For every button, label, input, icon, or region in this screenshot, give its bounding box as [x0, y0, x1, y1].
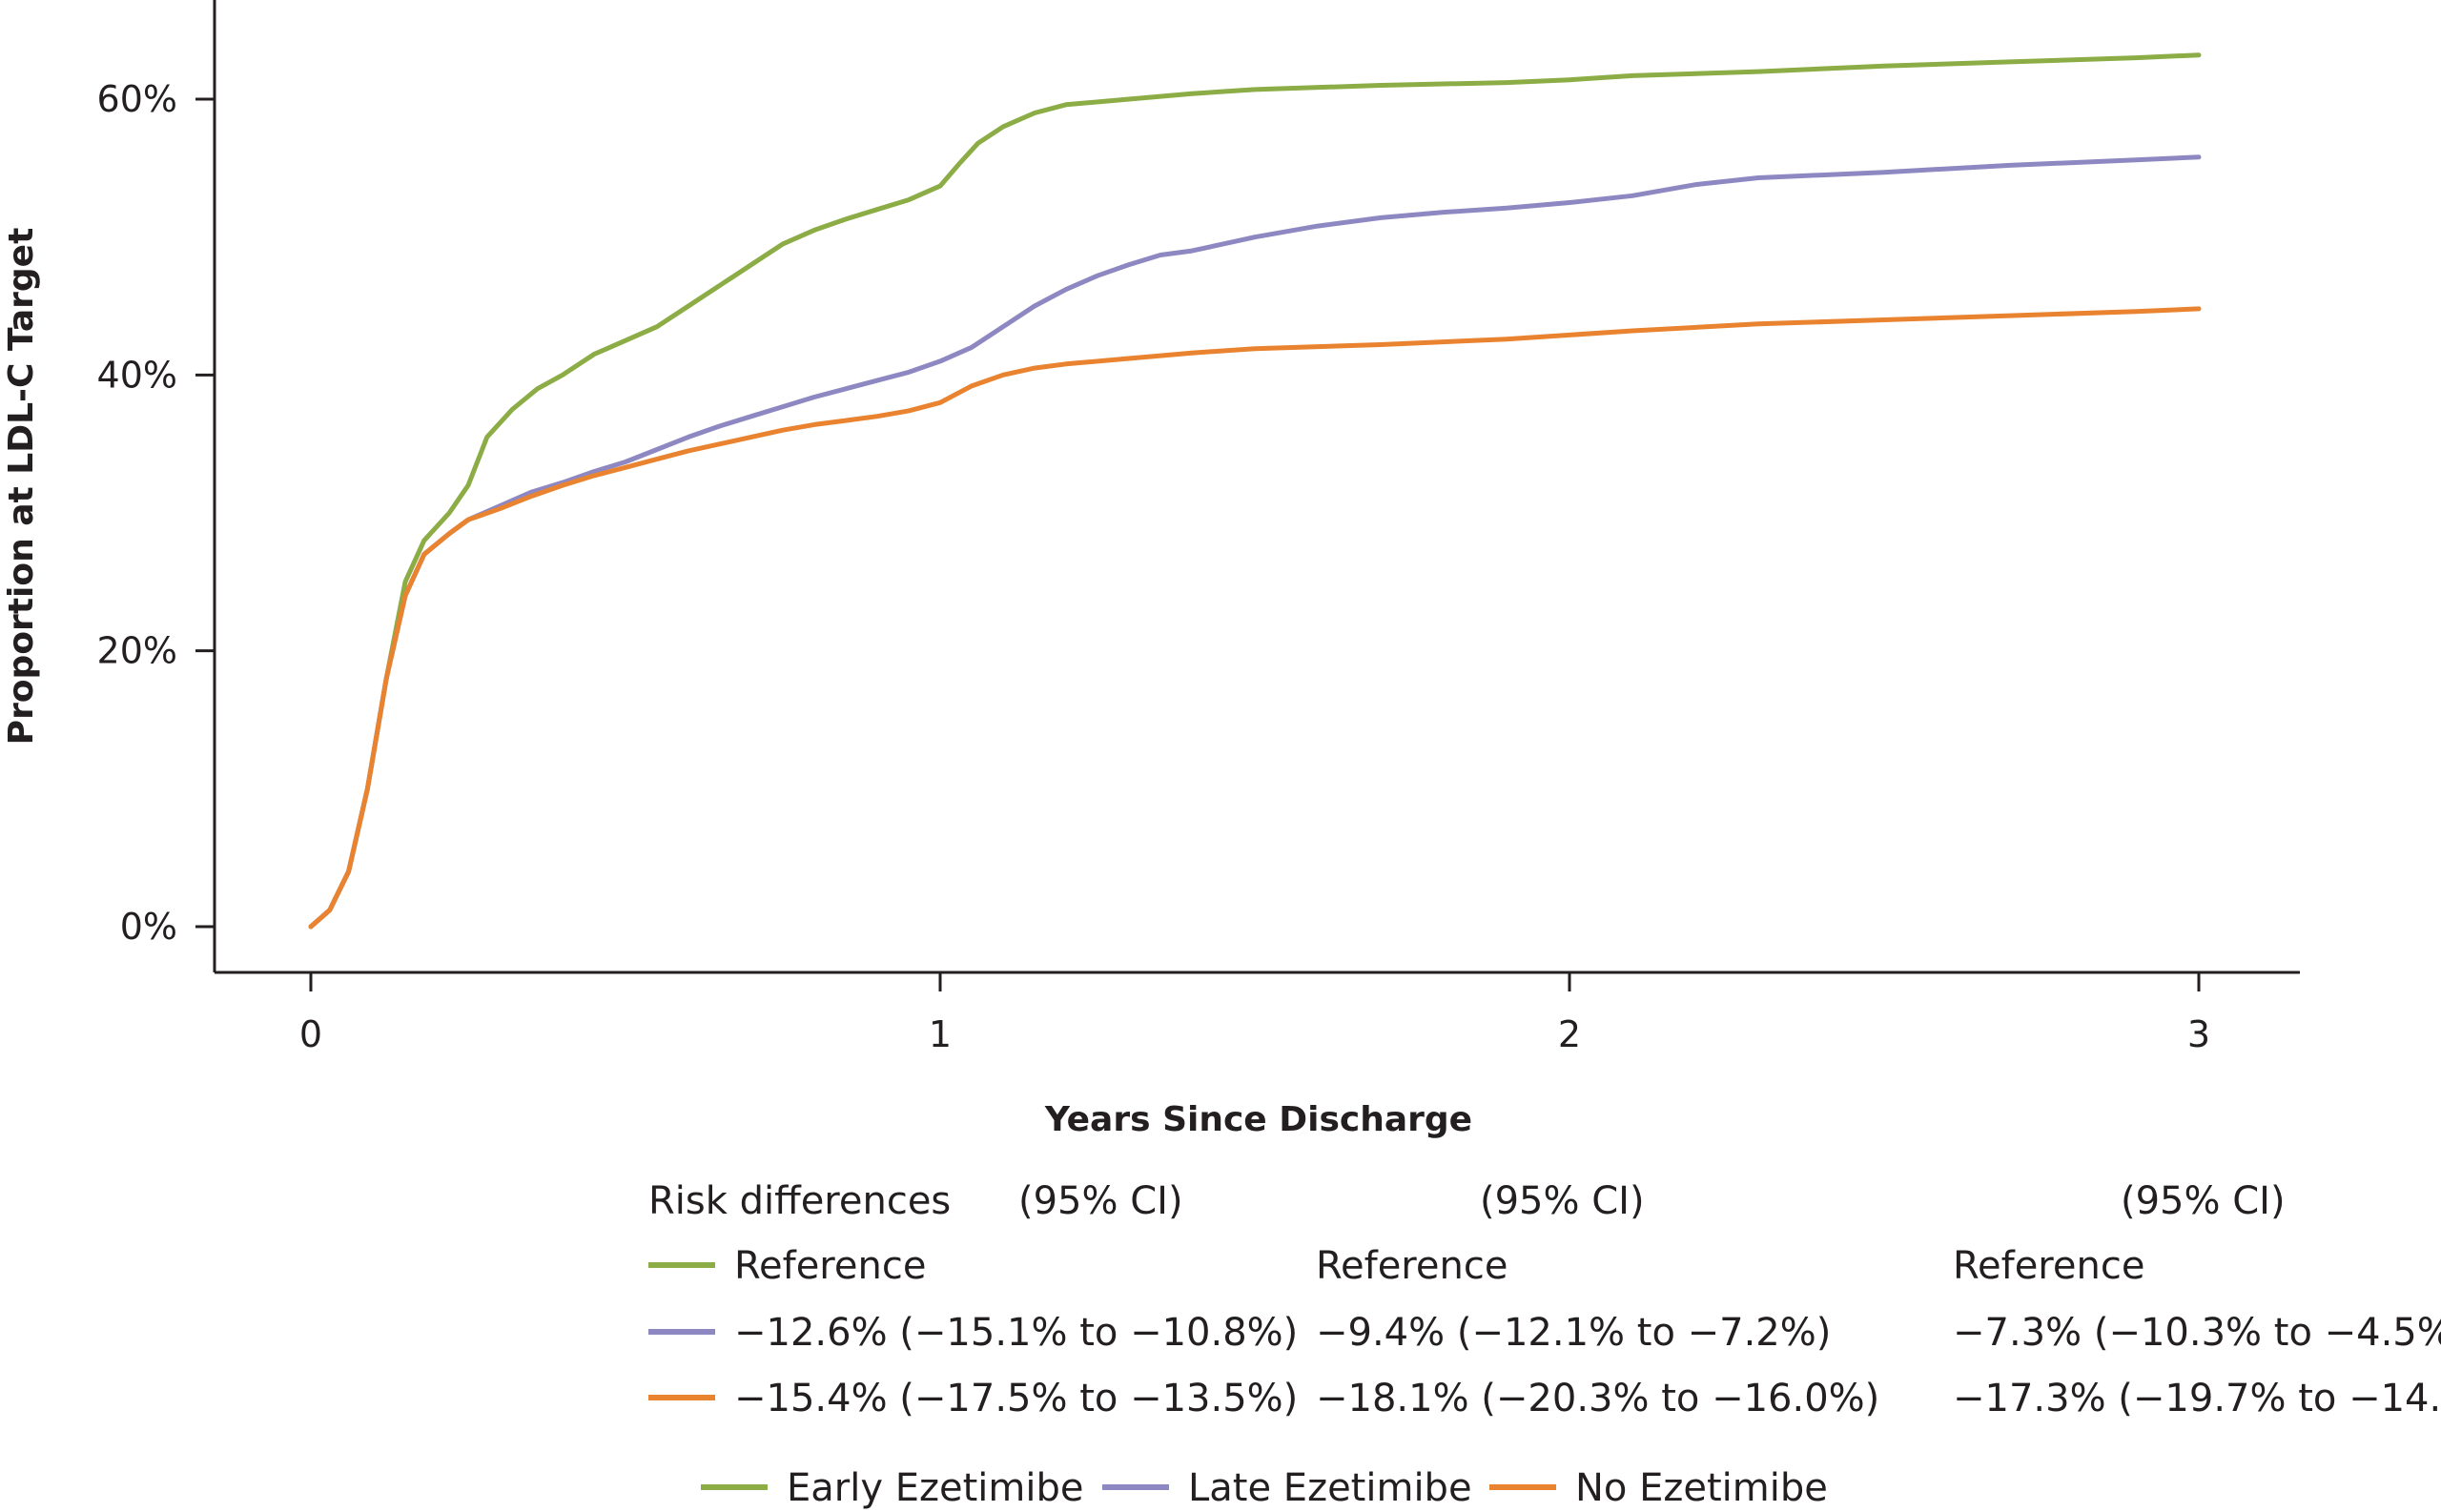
y-ticks: 0% 20% 40% 60%: [97, 78, 215, 948]
y-tick-label: 60%: [97, 78, 177, 120]
legend-label-late: Late Ezetimibe: [1188, 1466, 1472, 1510]
y-axis-title: Proportion at LDL-C Target: [2, 228, 41, 746]
risk-row-early: Reference: [648, 1247, 926, 1285]
x-tick-label: 3: [2187, 1013, 2210, 1055]
series-line-late-ezetimibe: [308, 154, 2202, 930]
legend-label-none: No Ezetimibe: [1575, 1466, 1828, 1510]
risk-late-year1: −12.6% (−15.1% to −10.8%): [734, 1311, 1299, 1355]
legend-label-early: Early Ezetimibe: [787, 1466, 1084, 1510]
x-tick-label: 0: [299, 1013, 322, 1055]
legend-item-none: No Ezetimibe: [1489, 1469, 1828, 1507]
risk-early-year1: Reference: [734, 1244, 927, 1288]
km-chart: 0% 20% 40% 60% 0 1 2 3 Years Since Discharge P…: [2, 0, 2300, 1139]
ci-header-year2: (95% CI): [1480, 1179, 1645, 1223]
swatch-late: [648, 1329, 715, 1335]
series-line-no-ezetimibe: [308, 306, 2202, 930]
risk-none-year2: −18.1% (−20.3% to −16.0%): [1316, 1377, 1880, 1420]
swatch-none: [648, 1395, 715, 1400]
ci-header-year3: (95% CI): [2121, 1179, 2286, 1223]
risk-none-year1: −15.4% (−17.5% to −13.5%): [734, 1377, 1299, 1420]
risk-late-year2: −9.4% (−12.1% to −7.2%): [1316, 1311, 1832, 1355]
risk-early-year3: Reference: [1953, 1244, 2145, 1288]
x-tick-label: 2: [1558, 1013, 1581, 1055]
legend-swatch-none: [1489, 1484, 1556, 1490]
x-ticks: 0 1 2 3: [299, 972, 2210, 1055]
y-tick-label: 40%: [97, 354, 177, 396]
axes: [213, 0, 2300, 974]
legend-swatch-early: [701, 1484, 768, 1490]
swatch-early: [648, 1262, 715, 1268]
risk-table-header-label: Risk differences: [648, 1179, 952, 1223]
risk-row-none: −15.4% (−17.5% to −13.5%): [648, 1379, 1298, 1418]
risk-none-year3: −17.3% (−19.7% to −14.7%): [1953, 1377, 2441, 1420]
legend-item-early: Early Ezetimibe: [701, 1469, 1083, 1507]
series-line-early-ezetimibe: [308, 52, 2202, 930]
y-tick-label: 0%: [120, 906, 177, 948]
risk-row-late: −12.6% (−15.1% to −10.8%): [648, 1314, 1298, 1352]
x-tick-label: 1: [929, 1013, 952, 1055]
risk-late-year3: −7.3% (−10.3% to −4.5%): [1953, 1311, 2441, 1355]
legend-item-late: Late Ezetimibe: [1102, 1469, 1472, 1507]
risk-early-year2: Reference: [1316, 1244, 1508, 1288]
series-lines: [308, 52, 2202, 930]
x-axis-title: Years Since Discharge: [1044, 1100, 1472, 1139]
y-tick-label: 20%: [97, 630, 177, 672]
legend-swatch-late: [1102, 1484, 1169, 1490]
ci-header-year1: (95% CI): [1018, 1179, 1183, 1223]
